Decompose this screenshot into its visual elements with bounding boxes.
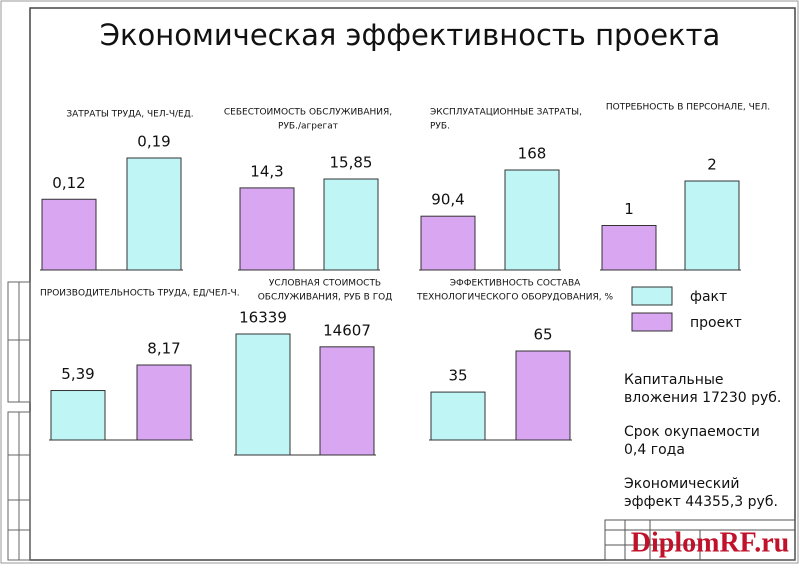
title-block — [604, 519, 796, 561]
value-label: 35 — [448, 367, 467, 385]
value-label: 1 — [624, 200, 634, 218]
bar — [136, 364, 192, 441]
note: Срок окупаемости — [624, 424, 760, 440]
value-label: 2 — [707, 156, 717, 174]
chart-title: ОБСЛУЖИВАНИЯ, РУБ В ГОД — [258, 293, 393, 303]
chart-title: ЗАТРАТЫ ТРУДА, ЧЕЛ-Ч/ЕД. — [66, 110, 193, 120]
value-label: 168 — [518, 145, 547, 163]
chart-title: РУБ. — [430, 122, 450, 132]
note: 0,4 года — [624, 442, 685, 458]
note: эффект 44355,3 руб. — [624, 494, 778, 510]
value-label: 0,19 — [137, 133, 170, 151]
value-label: 8,17 — [147, 340, 180, 358]
value-label: 15,85 — [330, 154, 373, 172]
value-label: 65 — [533, 326, 552, 344]
legend-label: проект — [690, 315, 742, 331]
bar — [126, 157, 182, 271]
bar — [239, 187, 295, 271]
note: Экономический — [624, 476, 739, 492]
bar — [41, 198, 97, 271]
legend-swatch — [631, 312, 673, 332]
bar — [430, 391, 486, 441]
note: вложения 17230 руб. — [624, 390, 781, 406]
watermark: DiplomRF.ru — [631, 527, 789, 558]
bar — [50, 390, 106, 441]
bar — [684, 180, 740, 271]
bar — [323, 178, 379, 271]
legend-swatch — [631, 286, 673, 306]
chart-title: ТЕХНОЛОГИЧЕСКОГО ОБОРУДОВАНИЯ, % — [416, 293, 613, 303]
chart-title: РУБ./агрегат — [278, 122, 338, 132]
note: Капитальные — [624, 372, 724, 388]
value-label: 90,4 — [431, 191, 464, 209]
chart-title: ЭФФЕКТИВНОСТЬ СОСТАВА — [450, 279, 581, 289]
side-stamp — [7, 281, 31, 561]
value-label: 14607 — [323, 321, 371, 339]
legend-label: факт — [690, 289, 727, 305]
chart-title: УСЛОВНАЯ СТОИМОСТЬ — [269, 279, 381, 289]
bar — [515, 350, 571, 441]
bar — [601, 225, 657, 271]
value-label: 0,12 — [52, 174, 85, 192]
bar — [504, 169, 560, 271]
bar — [235, 333, 291, 456]
value-label: 14,3 — [250, 162, 283, 180]
value-label: 16339 — [239, 309, 287, 327]
chart-title: ПРОИЗВОДИТЕЛЬНОСТЬ ТРУДА, ЕД/ЧЕЛ-Ч. — [40, 289, 240, 299]
page-title: Экономическая эффективность проекта — [100, 18, 720, 52]
bar — [420, 215, 476, 271]
value-label: 5,39 — [61, 365, 94, 383]
chart-title: СЕБЕСТОИМОСТЬ ОБСЛУЖИВАНИЯ, — [224, 108, 392, 118]
chart-title: ЭКСПЛУАТАЦИОННЫЕ ЗАТРАТЫ, — [430, 108, 582, 118]
chart-title: ПОТРЕБНОСТЬ В ПЕРСОНАЛЕ, ЧЕЛ. — [606, 103, 770, 113]
bar — [319, 346, 375, 456]
